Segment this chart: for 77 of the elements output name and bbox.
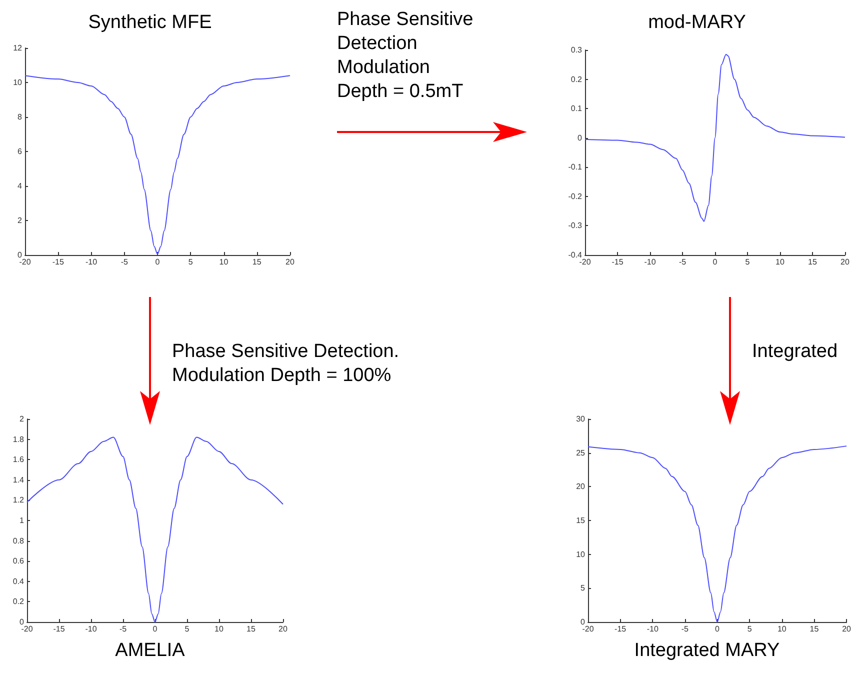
text: Phase Sensitive Detection Modulation Depth = 0.5mT	[337, 8, 474, 104]
y-tick-label: 0.6	[12, 556, 25, 566]
x-tick-label: -10	[644, 258, 656, 266]
y-tick-label: 2	[20, 414, 25, 424]
y-tick-label: 6	[18, 147, 23, 156]
line-series	[584, 54, 846, 222]
x-tick-label: -20	[19, 258, 32, 266]
y-tick-label: 0	[580, 618, 586, 626]
x-tick-label: 20	[278, 624, 288, 634]
y-tick-label: -0.2	[568, 192, 583, 201]
y-tick-label: 30	[576, 414, 586, 424]
y-tick-label: -0.4	[568, 250, 583, 260]
y-tick-label: 0.2	[12, 597, 25, 606]
x-tick-label: 0	[715, 624, 720, 634]
text: Phase Sensitive Detection. Modulation Depth = 100%	[172, 340, 400, 388]
x-tick-label: 5	[184, 624, 190, 634]
y-tick-label: 20	[576, 482, 586, 492]
x-tick-label: -15	[53, 624, 66, 634]
y-tick-label: 5	[580, 584, 586, 593]
y-tick-label: 12	[13, 44, 23, 52]
x-tick-label: -20	[579, 258, 592, 266]
y-tick-label: 0	[18, 250, 23, 260]
x-tick-label: -10	[85, 624, 98, 634]
y-tick-label: 1.6	[12, 455, 25, 464]
x-tick-label: 10	[219, 258, 229, 266]
x-tick-label: 5	[188, 258, 194, 266]
x-tick-label: -15	[612, 258, 624, 266]
y-tick-label: 10	[13, 78, 23, 87]
y-tick-label: 1.8	[12, 434, 25, 444]
y-tick-label: 1.4	[12, 475, 25, 484]
x-tick-label: -20	[21, 624, 34, 634]
x-tick-label: 20	[840, 258, 850, 266]
chart-title: mod-MARY	[648, 12, 746, 33]
y-tick-label: 1	[20, 516, 25, 525]
x-tick-label: 15	[810, 624, 820, 634]
y-tick-label: 8	[18, 112, 23, 122]
x-tick-label: 15	[246, 624, 256, 634]
y-tick-label: 0.3	[570, 46, 583, 54]
y-tick-label: 25	[576, 448, 586, 458]
x-tick-label: -15	[52, 258, 64, 266]
y-tick-label: 0.8	[12, 536, 25, 546]
text: AMELIA	[115, 640, 186, 661]
x-tick-label: 10	[214, 624, 224, 634]
x-tick-label: 5	[745, 258, 750, 266]
x-tick-label: 0	[152, 624, 158, 634]
x-tick-label: -5	[120, 258, 128, 266]
x-tick-label: 15	[252, 258, 262, 266]
x-tick-label: -5	[119, 624, 128, 634]
x-tick-label: 0	[712, 258, 718, 266]
x-tick-label: 20	[842, 624, 852, 634]
y-tick-label: 15	[576, 516, 586, 525]
y-tick-label: 0.1	[570, 104, 583, 114]
x-tick-label: 10	[777, 624, 787, 634]
x-tick-label: -10	[646, 624, 659, 634]
y-tick-label: 10	[576, 550, 586, 559]
text: Integrated MARY	[634, 640, 780, 661]
x-tick-label: -5	[681, 624, 690, 634]
y-tick-label: 4	[18, 182, 23, 190]
y-tick-label: -0.1	[568, 162, 583, 172]
y-tick-label: -0.3	[568, 221, 583, 230]
y-tick-label: 0	[20, 618, 25, 626]
x-tick-label: 20	[286, 258, 295, 266]
x-tick-label: 15	[808, 258, 818, 266]
y-tick-label: 2	[18, 216, 23, 225]
y-tick-label: 0	[578, 133, 583, 142]
x-tick-label: -10	[85, 258, 98, 266]
x-tick-label: -5	[678, 258, 687, 266]
y-tick-label: 0.2	[570, 74, 583, 84]
y-tick-label: 1.2	[12, 496, 25, 505]
text: Integrated	[752, 340, 838, 364]
y-tick-label: 0.4	[12, 576, 25, 586]
x-tick-label: -15	[614, 624, 627, 634]
x-tick-label: -20	[582, 624, 594, 634]
chart-title: Synthetic MFE	[88, 12, 212, 33]
x-tick-label: 10	[776, 258, 785, 266]
x-tick-label: 0	[155, 258, 160, 266]
x-tick-label: 5	[747, 624, 752, 634]
